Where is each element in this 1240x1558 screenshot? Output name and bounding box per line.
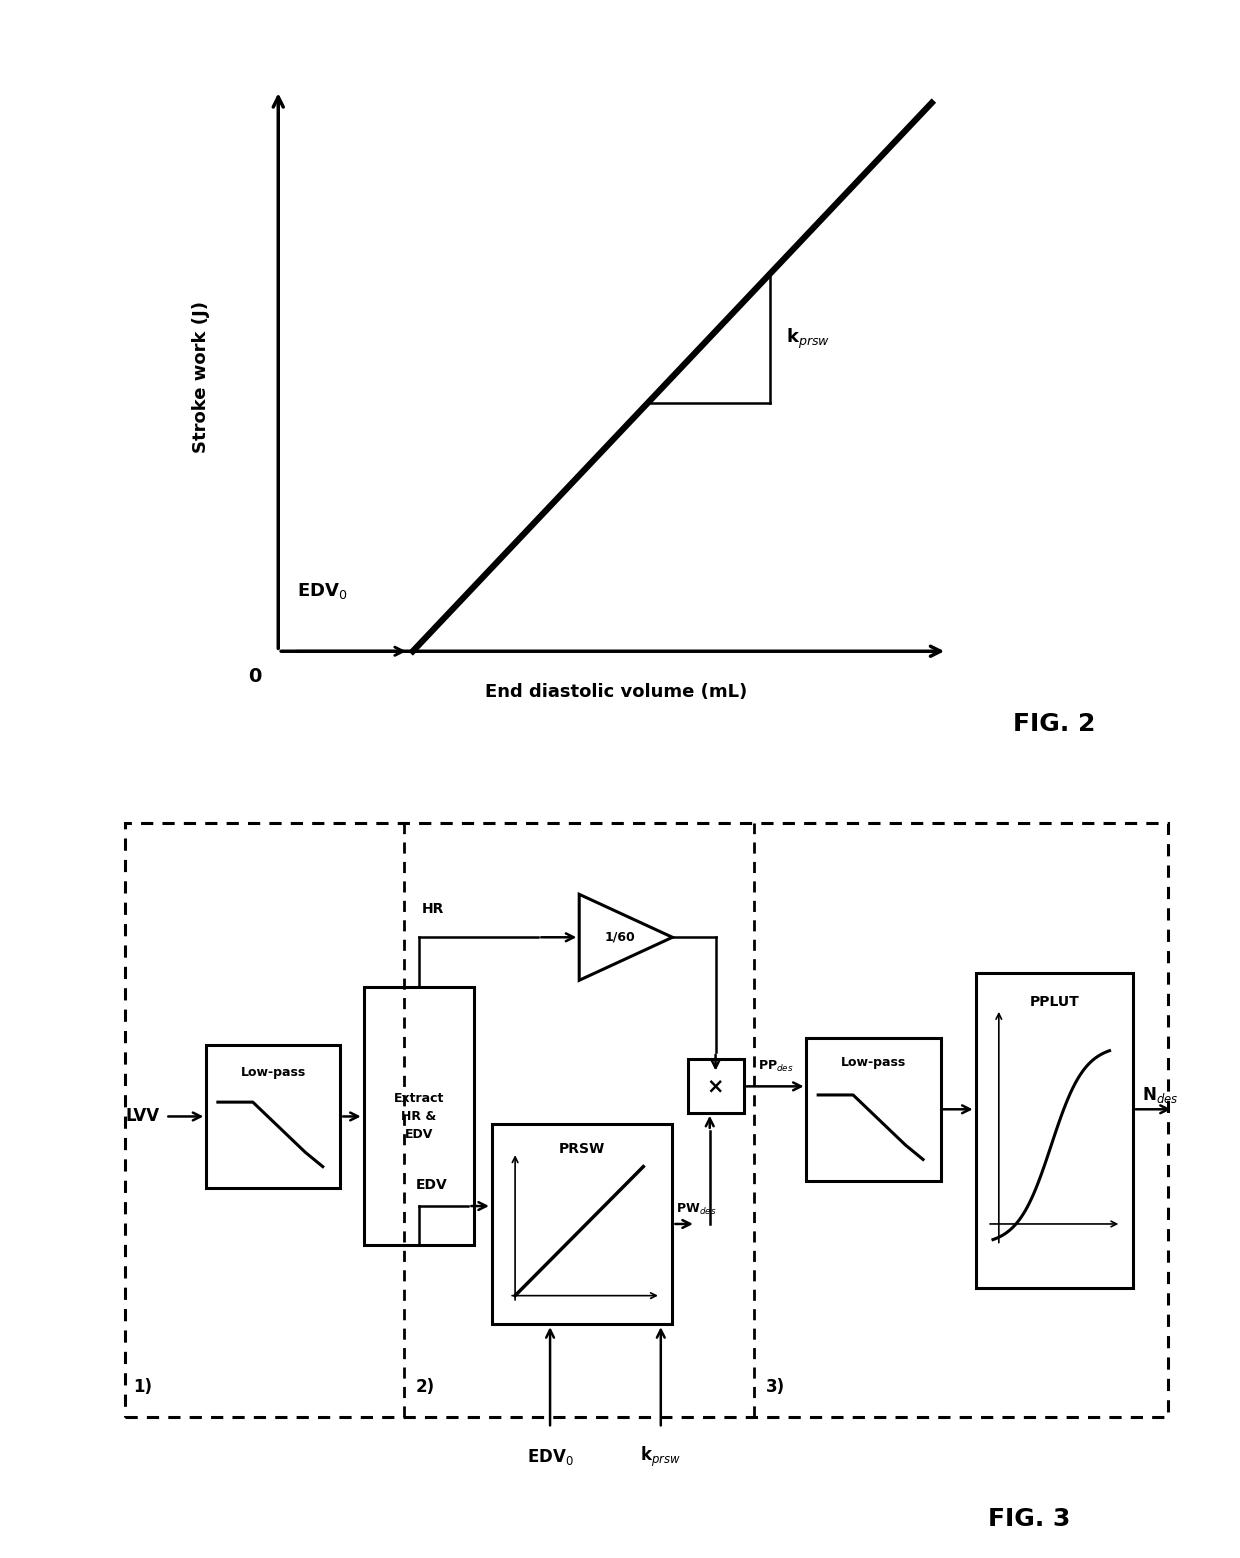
Text: Low-pass: Low-pass [841, 1056, 906, 1069]
Text: PRSW: PRSW [559, 1142, 605, 1156]
Text: PPLUT: PPLUT [1029, 994, 1079, 1008]
Bar [976, 974, 1133, 1288]
Text: ×: × [707, 1077, 724, 1095]
Text: 2): 2) [415, 1379, 435, 1396]
Text: Low-pass: Low-pass [241, 1066, 306, 1080]
Bar [363, 988, 474, 1245]
Text: Stroke work (J): Stroke work (J) [192, 301, 211, 453]
Text: k$_{prsw}$: k$_{prsw}$ [786, 326, 830, 351]
Bar [124, 823, 1168, 1418]
Text: k$_{prsw}$: k$_{prsw}$ [640, 1444, 681, 1469]
Text: FIG. 2: FIG. 2 [1013, 712, 1095, 737]
Text: PW$_{des}$: PW$_{des}$ [676, 1203, 717, 1217]
Text: 0: 0 [248, 667, 262, 686]
Bar [806, 1038, 940, 1181]
Bar [206, 1045, 340, 1189]
Text: N$_{des}$: N$_{des}$ [1142, 1084, 1179, 1105]
Bar [492, 1123, 672, 1324]
Text: Extract
HR &
EDV: Extract HR & EDV [394, 1092, 444, 1140]
Text: FIG. 3: FIG. 3 [988, 1507, 1070, 1532]
Polygon shape [579, 894, 672, 980]
Text: HR: HR [422, 902, 444, 916]
Text: PP$_{des}$: PP$_{des}$ [758, 1059, 794, 1073]
Text: EDV$_0$: EDV$_0$ [298, 581, 348, 601]
Text: LVV: LVV [125, 1108, 159, 1125]
Bar [688, 1059, 744, 1112]
Text: 1/60: 1/60 [605, 930, 635, 944]
Text: 3): 3) [766, 1379, 785, 1396]
Text: 1): 1) [133, 1379, 151, 1396]
Text: End diastolic volume (mL): End diastolic volume (mL) [485, 682, 748, 701]
Text: EDV$_0$: EDV$_0$ [527, 1447, 573, 1468]
Text: EDV: EDV [415, 1178, 448, 1192]
